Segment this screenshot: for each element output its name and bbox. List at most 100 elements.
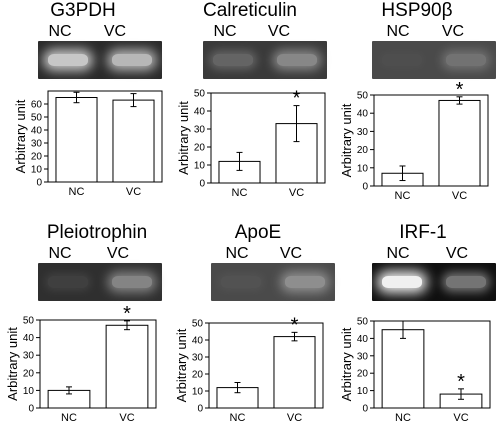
lane-label-vc: VC <box>267 23 291 40</box>
y-tick-label: 40 <box>357 334 369 345</box>
y-tick-label: 10 <box>357 163 369 174</box>
y-tick-label: 40 <box>194 107 206 118</box>
panel-irf1: IRF-1 NC VC 0 10 20 30 40 50 Arbitrary unit NC *… <box>334 222 500 433</box>
significance-star: * <box>457 371 465 393</box>
gel-band-nc <box>213 54 253 66</box>
x-tick-label: VC <box>119 412 134 424</box>
panel-g3pdh: G3PDH NC VC 0 10 20 30 40 50 60 Arbitrary unit N… <box>0 0 166 211</box>
y-tick-label: 0 <box>199 179 205 190</box>
panel-title: ApoE <box>234 222 282 243</box>
plot-frame <box>47 90 163 183</box>
gel-band-nc <box>48 276 88 288</box>
x-tick-label: NC <box>395 412 411 424</box>
y-tick-label: 0 <box>28 404 34 415</box>
gel-image <box>372 41 496 79</box>
y-tick-label: 10 <box>23 386 35 397</box>
lane-label-nc: NC <box>386 245 410 262</box>
bar-nc <box>381 329 425 409</box>
gel-band-nc <box>221 276 261 288</box>
y-tick-label: 30 <box>194 125 206 136</box>
plot-frame <box>208 322 324 409</box>
y-tick-label: 50 <box>23 316 35 327</box>
significance-star: * <box>456 79 464 101</box>
y-tick-label: 30 <box>31 139 43 150</box>
y-axis-label: Arbitrary unit <box>13 99 28 173</box>
y-tick-label: 10 <box>31 165 43 176</box>
gel-band-nc <box>382 54 422 66</box>
y-tick-label: 40 <box>31 126 43 137</box>
bar-vc <box>273 336 316 409</box>
gel-image <box>372 263 496 301</box>
x-tick-label: NC <box>69 186 85 198</box>
gel-band-nc <box>48 54 88 66</box>
gel-band-vc <box>285 276 325 288</box>
y-tick-label: 50 <box>194 89 206 100</box>
x-tick-label: VC <box>126 186 141 198</box>
plot-frame <box>373 94 489 187</box>
y-tick-label: 50 <box>31 113 43 124</box>
bar-vc <box>112 99 155 183</box>
lane-label-nc: NC <box>48 23 72 40</box>
lane-label-vc: VC <box>441 23 465 40</box>
x-tick-label: VC <box>287 412 302 424</box>
panel-title: IRF-1 <box>399 222 447 243</box>
x-tick-label: VC <box>453 412 468 424</box>
significance-star: * <box>123 303 131 325</box>
y-tick-label: 30 <box>357 351 369 362</box>
gel-image <box>38 263 162 301</box>
plot-frame <box>210 92 326 184</box>
plot-frame <box>373 320 491 409</box>
lane-label-vc: VC <box>103 23 127 40</box>
y-tick-label: 30 <box>357 127 369 138</box>
panel-title: Calreticulin <box>203 0 297 21</box>
bar-nc <box>55 97 98 183</box>
y-tick-label: 0 <box>36 178 42 189</box>
x-tick-label: NC <box>232 187 248 199</box>
y-tick-label: 50 <box>357 317 369 328</box>
significance-star: * <box>293 88 301 110</box>
x-tick-label: VC <box>452 190 467 202</box>
y-tick-label: 10 <box>192 387 204 398</box>
y-tick-label: 20 <box>192 370 204 381</box>
y-axis-label: Arbitrary unit <box>176 101 191 175</box>
bar-vc <box>105 324 149 409</box>
y-tick-label: 10 <box>357 386 369 397</box>
y-tick-label: 0 <box>362 404 368 415</box>
y-tick-label: 20 <box>194 143 206 154</box>
gel-image <box>38 41 162 79</box>
y-tick-label: 20 <box>357 369 369 380</box>
y-tick-label: 40 <box>192 336 204 347</box>
panel-pleiotrophin: Pleiotrophin NC VC 0 10 20 30 40 50 Arbitrary … <box>0 222 166 433</box>
y-tick-label: 40 <box>357 109 369 120</box>
x-tick-label: NC <box>61 412 77 424</box>
y-tick-label: 50 <box>357 91 369 102</box>
panel-apoe: ApoE NC VC 0 10 20 30 40 50 Arbitrary unit NC * V… <box>167 222 335 433</box>
figure: G3PDH NC VC 0 10 20 30 40 50 60 Arbitrary unit N… <box>0 0 496 424</box>
y-axis-label: Arbitrary unit <box>339 327 354 401</box>
x-tick-label: NC <box>395 190 411 202</box>
y-tick-label: 30 <box>192 353 204 364</box>
gel-band-vc <box>112 276 152 288</box>
y-axis-label: Arbitrary unit <box>5 327 20 401</box>
panel-title: Pleiotrophin <box>46 222 148 243</box>
gel-band-nc <box>382 276 422 288</box>
y-tick-label: 20 <box>357 145 369 156</box>
lane-label-nc: NC <box>213 23 237 40</box>
lane-label-vc: VC <box>445 245 469 262</box>
lane-label-nc: NC <box>225 245 249 262</box>
panel-calreticulin: Calreticulin NC VC 0 10 20 30 40 50 Arbitrary … <box>167 0 333 211</box>
y-tick-label: 0 <box>197 404 203 415</box>
gel-band-vc <box>112 54 152 66</box>
gel-band-vc <box>446 54 486 66</box>
y-tick-label: 10 <box>194 161 206 172</box>
x-tick-label: NC <box>230 412 246 424</box>
y-tick-label: 40 <box>23 333 35 344</box>
x-tick-label: VC <box>289 187 304 199</box>
y-tick-label: 20 <box>23 368 35 379</box>
significance-star: * <box>291 314 299 336</box>
